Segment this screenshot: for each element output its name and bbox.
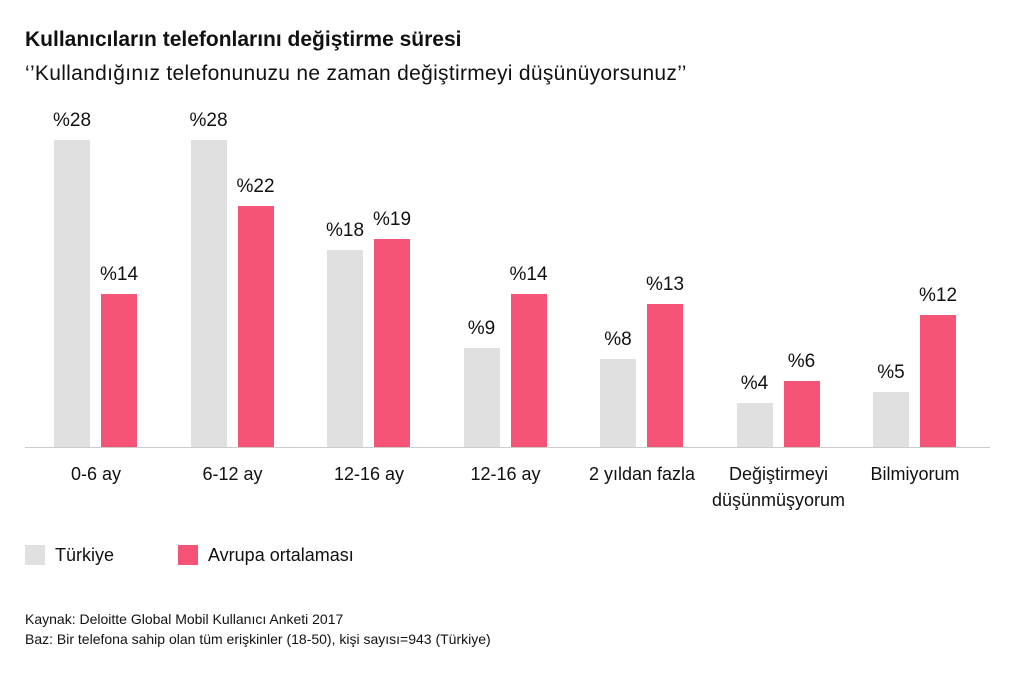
bar	[736, 403, 773, 447]
footnote: Kaynak: Deloitte Global Mobil Kullanıcı …	[25, 611, 344, 627]
chart-title: Kullanıcıların telefonlarını değiştirme …	[25, 28, 462, 51]
chart-subtitle: ‘’Kullandığınız telefonunuzu ne zaman de…	[25, 62, 687, 85]
legend-label: Türkiye	[55, 545, 115, 565]
value-label: %9	[467, 318, 496, 340]
bar	[783, 381, 820, 447]
baseline	[25, 447, 990, 448]
x-tick-label: 12-16 ay	[470, 464, 541, 484]
footnote: Baz: Bir telefona sahip olan tüm erişkin…	[25, 631, 491, 647]
value-label: %14	[99, 263, 139, 285]
value-label: %4	[740, 373, 769, 395]
legend-swatch	[25, 545, 45, 565]
bar	[873, 392, 909, 447]
x-tick-label: 0-6 ay	[70, 464, 122, 484]
bar	[54, 140, 90, 447]
bar	[190, 140, 227, 447]
value-label: %5	[877, 362, 905, 384]
bar	[463, 348, 500, 447]
bar	[647, 304, 683, 447]
x-tick-label: Değiştirmeyi düşünmüşyorum	[711, 464, 846, 510]
bar	[237, 205, 274, 447]
bar	[327, 249, 363, 447]
value-label: %28	[52, 110, 92, 131]
value-label: %13	[645, 274, 685, 296]
value-label: %6	[787, 351, 816, 373]
bar	[374, 238, 410, 447]
x-tick-label: Bilmiyorum	[870, 464, 960, 484]
value-label: %14	[509, 263, 548, 285]
value-label: %18	[325, 219, 365, 241]
value-label: %8	[604, 329, 632, 351]
value-label: %22	[236, 175, 275, 197]
value-label: %28	[189, 110, 228, 131]
bar	[600, 359, 636, 447]
bar	[101, 293, 137, 447]
x-tick-label: 2 yıldan fazla	[588, 464, 696, 484]
value-label: %19	[372, 208, 412, 230]
bar	[920, 315, 956, 447]
x-tick-label: 12-16 ay	[333, 464, 405, 484]
bar	[510, 293, 547, 447]
legend-swatch	[178, 545, 198, 565]
legend-label: Avrupa ortalaması	[208, 545, 354, 565]
x-tick-label: 6-12 ay	[202, 464, 263, 484]
value-label: %12	[918, 285, 958, 307]
